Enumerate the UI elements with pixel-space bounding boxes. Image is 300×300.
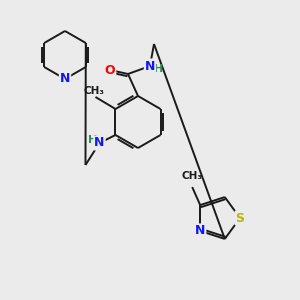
Text: S: S xyxy=(236,212,244,224)
Text: O: O xyxy=(105,64,115,76)
Text: N: N xyxy=(195,224,206,237)
Text: CH₃: CH₃ xyxy=(182,171,203,181)
Text: N: N xyxy=(94,136,105,149)
Text: N: N xyxy=(145,59,155,73)
Text: N: N xyxy=(60,73,70,85)
Text: CH₃: CH₃ xyxy=(84,86,105,96)
Text: H: H xyxy=(154,64,164,74)
Text: H: H xyxy=(88,135,97,145)
